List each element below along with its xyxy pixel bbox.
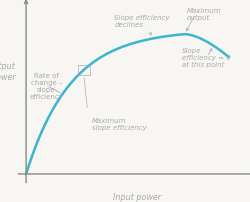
Text: Slope
efficiency = 0
at this point: Slope efficiency = 0 at this point [182, 47, 231, 67]
Text: Maximum
slope efficiency: Maximum slope efficiency [92, 118, 147, 131]
Text: Input power: Input power [113, 193, 161, 201]
Text: Output
power: Output power [0, 61, 16, 82]
Text: Rate of
change –
slope
efficiency: Rate of change – slope efficiency [30, 73, 63, 99]
Text: Slope efficiency
declines: Slope efficiency declines [114, 15, 170, 36]
Text: Maximum
output: Maximum output [186, 8, 221, 21]
Bar [78, 65, 90, 76]
